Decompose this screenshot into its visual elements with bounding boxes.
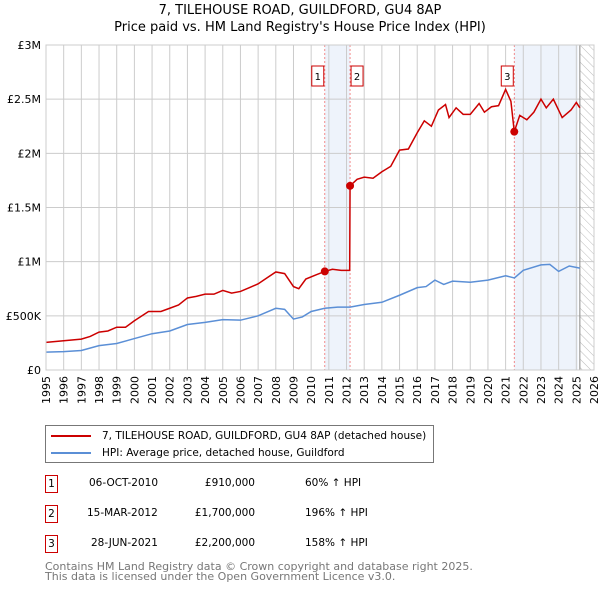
x-tick-label: 2006 [234,376,247,404]
x-tick-label: 2026 [588,376,600,404]
x-tick-label: 2020 [482,376,495,404]
legend-item-hpi: HPI: Average price, detached house, Guil… [51,447,345,459]
x-tick-label: 1996 [58,376,71,404]
x-tick-label: 1998 [93,376,106,404]
x-tick-label: 2022 [517,376,530,404]
x-tick-label: 2018 [447,376,460,404]
chart-subtitle: Price paid vs. HM Land Registry's House … [114,20,486,35]
x-tick-label: 2012 [341,376,354,404]
x-tick-label: 1999 [111,376,124,404]
y-tick-label: £2.5M [7,93,41,106]
sale-badge [350,65,364,87]
x-tick-label: 2010 [305,376,318,404]
transaction-price: £910,000 [204,477,255,489]
sale-badge-label: 3 [504,72,510,83]
transaction-hpi: 158% ↑ HPI [305,537,368,549]
marker-badge: 2 [45,505,58,523]
sale-point [510,127,519,136]
sale-badge [311,65,325,87]
x-tick-label: 1995 [40,376,53,404]
x-tick-label: 2007 [252,376,265,404]
y-tick-label: £3M [18,39,42,52]
y-tick-label: £500K [6,310,42,323]
sale-badge [500,65,514,87]
x-tick-label: 2002 [164,376,177,404]
legend: 7, TILEHOUSE ROAD, GUILDFORD, GU4 8AP (d… [45,425,434,463]
sale-point [346,181,355,190]
chart-title: 7, TILEHOUSE ROAD, GUILDFORD, GU4 8AP [158,3,442,18]
sale-point [320,267,329,276]
legend-swatch-red [51,435,91,437]
transaction-row: 3 28-JUN-2021 £2,200,000 158% ↑ HPI [45,535,445,555]
transaction-date: 06-OCT-2010 [89,477,158,489]
x-tick-label: 2004 [199,376,212,404]
transaction-hpi: 196% ↑ HPI [305,507,368,519]
x-tick-label: 2013 [358,376,371,404]
plot-frame [45,44,595,371]
transaction-date: 15-MAR-2012 [87,507,158,519]
sale-badge-label: 2 [354,72,360,83]
footer-copyright: Contains HM Land Registry data © Crown c… [45,560,473,573]
x-tick-label: 2019 [464,376,477,404]
series-line-property [45,87,581,344]
legend-label: HPI: Average price, detached house, Guil… [102,447,345,459]
y-tick-label: £2M [18,147,42,160]
x-tick-label: 1997 [75,376,88,404]
x-tick-label: 2017 [429,376,442,404]
legend-swatch-blue [51,452,91,454]
transaction-hpi: 60% ↑ HPI [305,477,362,489]
y-tick-label: £1M [18,256,42,269]
series-line-hpi [45,263,581,353]
transaction-row: 1 06-OCT-2010 £910,000 60% ↑ HPI [45,475,445,495]
marker-badge: 1 [45,475,58,493]
y-tick-label: £1.5M [7,202,41,215]
x-tick-label: 2005 [217,376,230,404]
x-tick-label: 2023 [535,376,548,404]
transaction-price: £2,200,000 [194,537,255,549]
x-tick-label: 2001 [146,376,159,404]
x-tick-label: 2003 [181,376,194,404]
transaction-date: 28-JUN-2021 [91,537,158,549]
x-tick-label: 2016 [411,376,424,404]
transaction-row: 2 15-MAR-2012 £1,700,000 196% ↑ HPI [45,505,445,525]
price-chart: 1995 1996 1997 1998 1999 2000 2001 2002 2003 2004… [6,39,600,404]
x-tick-label: 2011 [323,376,336,404]
x-tick-label: 2014 [376,376,389,404]
x-tick-label: 2015 [394,376,407,404]
footer-licence: This data is licensed under the Open Gov… [45,570,396,583]
transaction-price: £1,700,000 [194,507,255,519]
y-tick-label: £0 [27,364,41,377]
sale-badge-label: 1 [315,72,321,83]
x-tick-label: 2009 [287,376,300,404]
x-tick-label: 2008 [270,376,283,404]
x-tick-label: 2000 [128,376,141,404]
x-tick-label: 2025 [570,376,583,404]
x-tick-label: 2021 [500,376,513,404]
marker-badge: 3 [45,535,58,553]
x-tick-label: 2024 [553,376,566,404]
legend-item-property: 7, TILEHOUSE ROAD, GUILDFORD, GU4 8AP (d… [51,430,426,442]
legend-label: 7, TILEHOUSE ROAD, GUILDFORD, GU4 8AP (d… [102,430,427,442]
